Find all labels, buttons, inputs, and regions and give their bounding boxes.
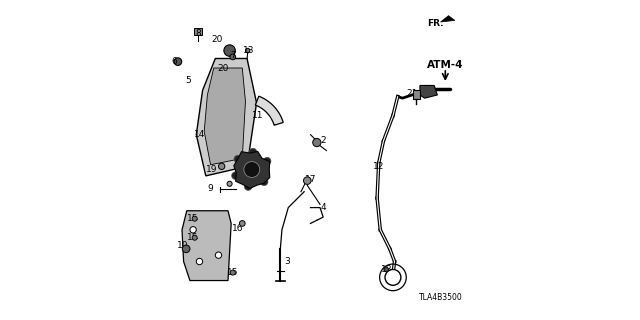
Polygon shape — [196, 59, 257, 176]
Text: TLA4B3500: TLA4B3500 — [419, 293, 463, 302]
Polygon shape — [204, 68, 246, 165]
Text: 7: 7 — [230, 51, 236, 60]
Circle shape — [218, 163, 225, 170]
Polygon shape — [234, 151, 270, 188]
Polygon shape — [440, 16, 455, 22]
Text: 8: 8 — [195, 28, 201, 38]
Text: 15: 15 — [227, 268, 239, 277]
Circle shape — [244, 183, 252, 190]
Polygon shape — [182, 211, 231, 281]
Circle shape — [249, 148, 257, 156]
Text: 21: 21 — [406, 89, 418, 98]
Circle shape — [224, 45, 236, 56]
Circle shape — [246, 48, 250, 53]
Circle shape — [263, 157, 271, 165]
Circle shape — [260, 178, 268, 186]
Circle shape — [215, 252, 221, 258]
Circle shape — [230, 270, 236, 275]
Polygon shape — [255, 96, 284, 125]
Text: 15: 15 — [187, 214, 198, 223]
Text: 9: 9 — [208, 184, 213, 193]
Text: 20: 20 — [218, 63, 229, 73]
Text: 10: 10 — [177, 241, 189, 250]
Text: 19: 19 — [206, 165, 218, 174]
Circle shape — [385, 269, 401, 285]
Circle shape — [239, 220, 245, 226]
Text: 17: 17 — [305, 174, 317, 184]
Text: 20: 20 — [211, 35, 223, 44]
Text: 16: 16 — [232, 224, 243, 233]
Text: 2: 2 — [321, 136, 326, 146]
Text: 5: 5 — [186, 76, 191, 85]
Polygon shape — [420, 85, 437, 98]
Circle shape — [196, 258, 203, 265]
Text: 3: 3 — [284, 257, 289, 266]
Circle shape — [190, 227, 196, 233]
Text: 12: 12 — [373, 162, 385, 171]
Text: 14: 14 — [194, 130, 205, 139]
Circle shape — [182, 245, 190, 252]
Circle shape — [234, 155, 242, 163]
Circle shape — [232, 172, 239, 180]
Text: 6: 6 — [172, 57, 177, 66]
Circle shape — [384, 267, 388, 272]
Text: 18: 18 — [381, 265, 392, 274]
Text: FR.: FR. — [428, 19, 444, 28]
Circle shape — [218, 66, 232, 80]
Text: 4: 4 — [321, 203, 326, 212]
FancyBboxPatch shape — [194, 28, 202, 35]
FancyBboxPatch shape — [413, 90, 420, 99]
Text: 15: 15 — [187, 233, 198, 242]
Circle shape — [313, 139, 321, 147]
Circle shape — [230, 54, 236, 60]
Circle shape — [244, 162, 260, 178]
Circle shape — [192, 235, 197, 240]
Circle shape — [227, 181, 232, 186]
Circle shape — [303, 177, 311, 184]
Text: 11: 11 — [252, 111, 264, 120]
Text: 13: 13 — [243, 46, 254, 55]
Circle shape — [174, 58, 182, 66]
Circle shape — [192, 216, 197, 221]
Text: ATM-4: ATM-4 — [427, 60, 463, 70]
